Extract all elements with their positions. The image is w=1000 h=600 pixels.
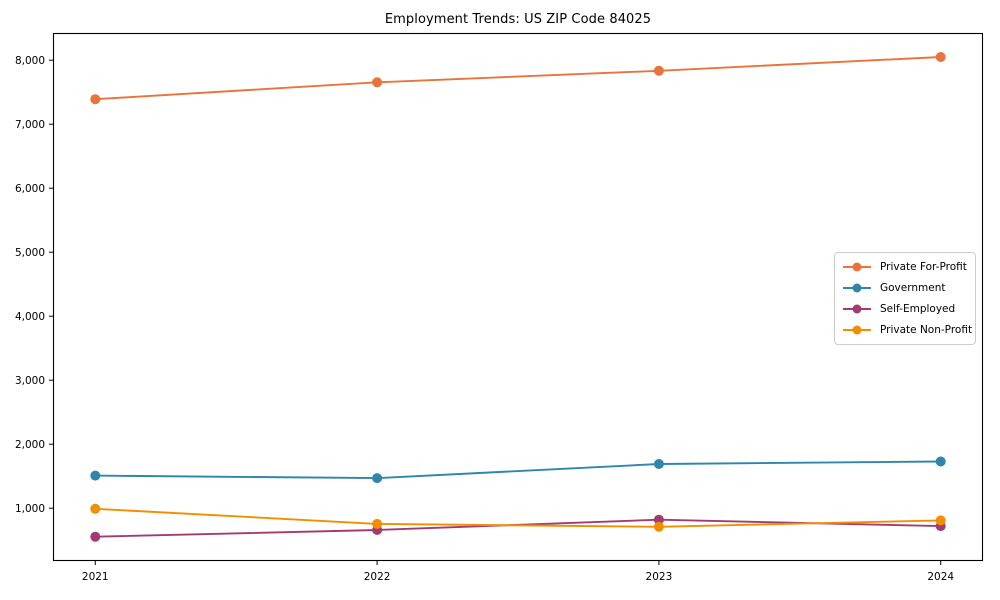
legend-line-marker-icon: [843, 262, 871, 272]
y-tick-label: 7,000: [15, 119, 45, 131]
y-tick-label: 3,000: [15, 375, 45, 387]
y-tick-label: 4,000: [15, 311, 45, 323]
data-point-government: [935, 456, 946, 467]
data-point-private-non-profit: [935, 515, 946, 526]
data-point-private-for-profit: [90, 94, 101, 105]
legend-item-label: Private For-Profit: [880, 261, 967, 274]
legend-line-marker-icon: [843, 325, 871, 335]
plot-frame: [52, 32, 984, 562]
data-point-government: [653, 459, 664, 469]
data-point-private-for-profit: [653, 65, 664, 76]
data-point-private-non-profit: [90, 503, 101, 514]
data-point-self-employed: [90, 531, 101, 542]
y-tick-label: 8,000: [15, 55, 45, 67]
legend: Private For-Profit Government Self-Employe…: [834, 252, 976, 345]
x-tick-label: 2021: [82, 571, 109, 583]
legend-item-label: Self-Employed: [880, 302, 956, 315]
x-tick-label: 2022: [364, 571, 391, 583]
y-tick-label: 5,000: [15, 247, 45, 259]
series-line-self-employed: [94, 518, 942, 538]
data-point-self-employed: [653, 514, 664, 525]
y-tick-label: 1,000: [15, 503, 45, 515]
x-tick-label: 2023: [646, 571, 673, 583]
x-tick-label: 2024: [927, 571, 954, 583]
legend-item-self-employed: Self-Employed: [842, 299, 968, 319]
y-tick-label: 6,000: [15, 183, 45, 195]
legend-line-marker-icon: [843, 283, 871, 293]
data-point-private-for-profit: [372, 77, 383, 88]
legend-item-government: Government: [842, 278, 968, 298]
legend-item-label: Private Non-Profit: [880, 323, 973, 336]
legend-item-label: Government: [880, 282, 946, 295]
series-line-government: [94, 460, 942, 480]
series-line-private-for-profit: [94, 56, 942, 101]
legend-item-private-for-profit: Private For-Profit: [842, 257, 968, 277]
chart-title: Employment Trends: US ZIP Code 84025: [384, 12, 652, 27]
legend-line-marker-icon: [843, 304, 871, 314]
series-line-private-non-profit: [94, 507, 942, 528]
data-point-private-non-profit: [653, 521, 664, 532]
data-point-private-non-profit: [372, 518, 383, 529]
data-point-private-for-profit: [935, 52, 946, 62]
data-point-government: [372, 473, 383, 484]
data-point-government: [90, 470, 101, 481]
y-tick-label: 2,000: [15, 439, 45, 451]
legend-item-private-non-profit: Private Non-Profit: [842, 320, 972, 340]
